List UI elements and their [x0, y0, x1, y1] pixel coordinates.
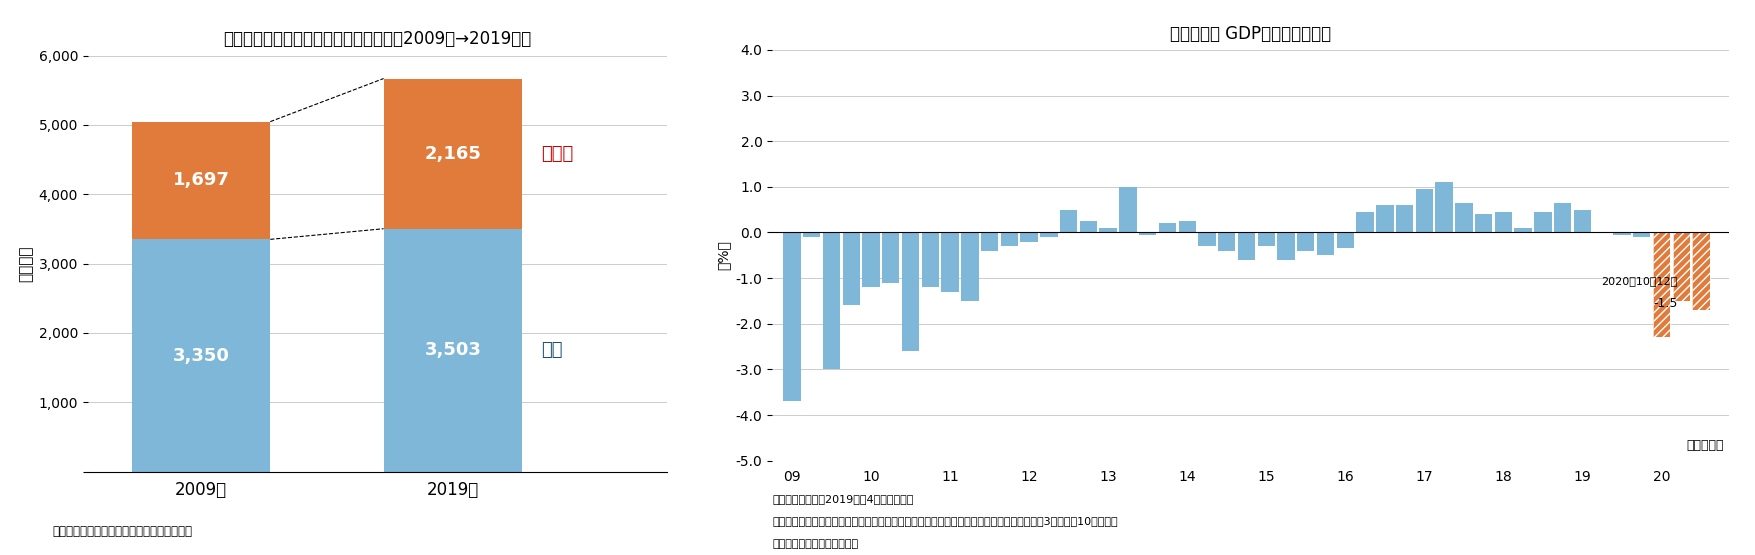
Bar [1474, 214, 1492, 233]
Text: 1,697: 1,697 [172, 171, 230, 189]
Text: （資料）内閣府より筆者作成: （資料）内閣府より筆者作成 [772, 539, 858, 549]
Bar [962, 233, 979, 301]
Bar [1495, 212, 1513, 233]
Bar [1199, 233, 1216, 246]
Bar [1632, 233, 1650, 237]
Bar [1099, 228, 1116, 233]
Bar [862, 233, 879, 287]
Y-axis label: （万人）: （万人） [18, 245, 33, 282]
Bar [1000, 233, 1018, 246]
Text: （注）実績値は、2019年第4四半期まで。: （注）実績値は、2019年第4四半期まで。 [772, 495, 914, 504]
Bar [1436, 182, 1453, 233]
Text: 2020年10～12月: 2020年10～12月 [1601, 276, 1678, 286]
Bar [1673, 233, 1690, 301]
Bar [1653, 233, 1671, 337]
Bar [1237, 233, 1255, 260]
Bar [1553, 203, 1571, 233]
Bar [921, 233, 939, 287]
Bar [1692, 233, 1709, 310]
Bar [941, 233, 958, 292]
Bar [1357, 212, 1374, 233]
Bar [132, 239, 270, 472]
Text: （四半期）: （四半期） [1687, 440, 1723, 452]
Bar [1692, 233, 1709, 310]
Text: 2,165: 2,165 [425, 145, 481, 163]
Bar [132, 122, 270, 239]
Bar [1079, 221, 1097, 233]
Bar [842, 233, 860, 305]
Bar [1120, 187, 1137, 233]
Title: ［図表２］ GDPギャップの推移: ［図表２］ GDPギャップの推移 [1171, 25, 1330, 43]
Bar [1297, 233, 1314, 251]
Text: -1.5: -1.5 [1653, 297, 1678, 310]
Bar [823, 233, 841, 370]
Bar [1020, 233, 1037, 241]
Bar [1534, 212, 1551, 233]
Y-axis label: （%）: （%） [716, 240, 730, 270]
Bar [1258, 233, 1274, 246]
Bar [783, 233, 800, 401]
Text: 正規: 正規 [541, 341, 563, 359]
Bar [1653, 233, 1671, 337]
Bar [1041, 233, 1058, 237]
Bar [1515, 228, 1532, 233]
Bar [1455, 203, 1472, 233]
Bar [384, 229, 521, 472]
Bar [1278, 233, 1295, 260]
Title: ［図表１］全国　雇用形態別雇用者数（2009年→2019年）: ［図表１］全国 雇用形態別雇用者数（2009年→2019年） [223, 31, 532, 48]
Bar [804, 233, 820, 237]
Text: 3,350: 3,350 [172, 346, 230, 365]
Bar [1316, 233, 1334, 255]
Bar [1218, 233, 1236, 251]
Text: 3,503: 3,503 [425, 341, 481, 359]
Bar [1060, 210, 1078, 233]
Text: 予測値は、民間エコノミスト経済成長率平均予想（３月）より作成。調査回答期間は、3月３日～10日まで。: 予測値は、民間エコノミスト経済成長率平均予想（３月）より作成。調査回答期間は、3… [772, 517, 1118, 527]
Bar [981, 233, 999, 251]
Bar [1158, 223, 1176, 233]
Bar [384, 79, 521, 229]
Bar [1337, 233, 1355, 249]
Bar [902, 233, 920, 351]
Bar [1395, 205, 1413, 233]
Bar [1673, 233, 1690, 301]
Bar [1179, 221, 1195, 233]
Text: （資料）総務省「労働力調査」より筆者作成: （資料）総務省「労働力調査」より筆者作成 [53, 526, 193, 538]
Bar [1574, 210, 1592, 233]
Bar [1613, 233, 1630, 235]
Bar [1416, 189, 1434, 233]
Bar [883, 233, 900, 282]
Bar [1376, 205, 1393, 233]
Text: 非正規: 非正規 [541, 145, 574, 163]
Bar [1139, 233, 1157, 235]
